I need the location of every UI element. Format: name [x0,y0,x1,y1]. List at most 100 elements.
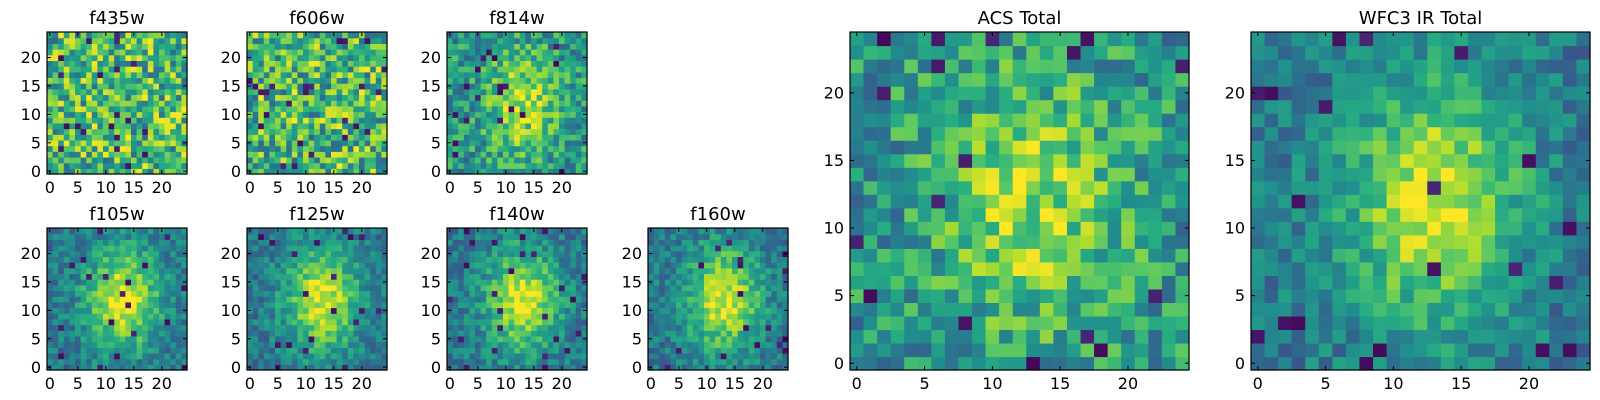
heatmap-cell [726,262,733,269]
heatmap-cell [58,279,65,286]
heatmap-cell [687,358,694,365]
heatmap-cell [958,234,973,249]
heatmap-cell [142,245,149,252]
heatmap-cell [447,151,454,158]
heatmap-cell [570,284,577,292]
heatmap-cell [153,364,160,371]
heatmap-cell [297,54,304,61]
heatmap-cell [447,233,454,240]
heatmap-cell [475,88,482,96]
heatmap-cell [765,250,772,257]
heatmap-cell [159,139,166,147]
heatmap-cell [164,32,171,39]
heatmap-cell [575,54,582,61]
heatmap-cell [497,117,504,124]
heatmap-cell [944,315,960,331]
heatmap-cell [972,275,987,290]
heatmap-cell [103,134,110,141]
heatmap-cell [1094,167,1109,182]
heatmap-cell [297,296,304,303]
heatmap-cell [508,139,515,147]
heatmap-cell [1026,342,1041,358]
heatmap-cell [314,307,321,314]
heatmap-cell [514,296,521,303]
heatmap-cell [69,71,76,79]
heatmap-cell [170,279,177,286]
heatmap-cell [1175,275,1190,290]
heatmap-cell [480,301,487,309]
heatmap-cell [547,301,554,309]
heatmap-cell [47,100,54,107]
heatmap-cell [336,347,343,354]
heatmap-cell [486,335,493,343]
heatmap-cell [364,66,371,73]
heatmap-cell [181,156,188,164]
heatmap-cell [570,262,577,269]
heatmap-cell [86,267,93,275]
heatmap-cell [69,54,76,61]
heatmap-cell [519,60,526,67]
heatmap-cell [447,100,454,107]
heatmap-cell [164,330,171,337]
heatmap-cell [303,66,310,73]
heatmap-cell [570,139,577,147]
heatmap-cell [458,307,465,314]
heatmap-cell [159,330,166,337]
heatmap-cell [69,49,76,56]
heatmap-cell [269,32,276,39]
heatmap-cell [664,245,671,252]
heatmap-cell [519,83,526,90]
heatmap-cell [458,49,465,56]
heatmap-cell [542,111,549,118]
heatmap-cell [347,60,354,67]
heatmap-cell [308,66,315,73]
heatmap-cell [97,284,104,292]
heatmap-cell [692,256,699,263]
heatmap-cell [153,335,160,343]
heatmap-cell [570,245,577,252]
heatmap-cell [531,117,538,124]
heatmap-cell [308,122,315,130]
heatmap-cell [771,233,778,240]
heatmap-cell [514,105,521,113]
heatmap-cell [659,256,666,263]
heatmap-cell [114,60,121,67]
heatmap-cell [720,228,727,235]
heatmap-cell [480,105,487,113]
heatmap-cell [252,77,259,84]
heatmap-cell [581,37,588,44]
heatmap-cell [291,256,298,263]
heatmap-cell [670,279,677,286]
heatmap-cell [681,284,688,292]
heatmap-cell [370,111,377,118]
heatmap-cell [486,256,493,263]
heatmap-cell [659,290,666,297]
heatmap-cell [308,290,315,297]
heatmap-cell [503,290,510,297]
heatmap-cell [164,49,171,56]
heatmap-cell [297,364,304,371]
heatmap-cell [497,313,504,320]
heatmap-cell [536,134,543,141]
heatmap-cell [692,267,699,275]
heatmap-cell [726,296,733,303]
heatmap-cell [175,54,182,61]
heatmap-cell [542,49,549,56]
heatmap-cell [297,128,304,135]
heatmap-cell [664,364,671,371]
heatmap-cell [375,37,382,44]
heatmap-cell [497,228,504,235]
heatmap-cell [258,256,265,263]
heatmap-cell [375,262,382,269]
heatmap-cell [564,43,571,50]
heatmap-cell [275,341,282,348]
heatmap-cell [1080,302,1095,317]
heatmap-cell [754,262,761,269]
heatmap-cell [475,267,482,275]
heatmap-cell [108,273,115,280]
heatmap-cell [370,83,377,90]
heatmap-cell [325,156,332,164]
heatmap-cell [347,301,354,309]
heatmap-cell [1039,315,1054,331]
heatmap-cell [353,139,360,147]
